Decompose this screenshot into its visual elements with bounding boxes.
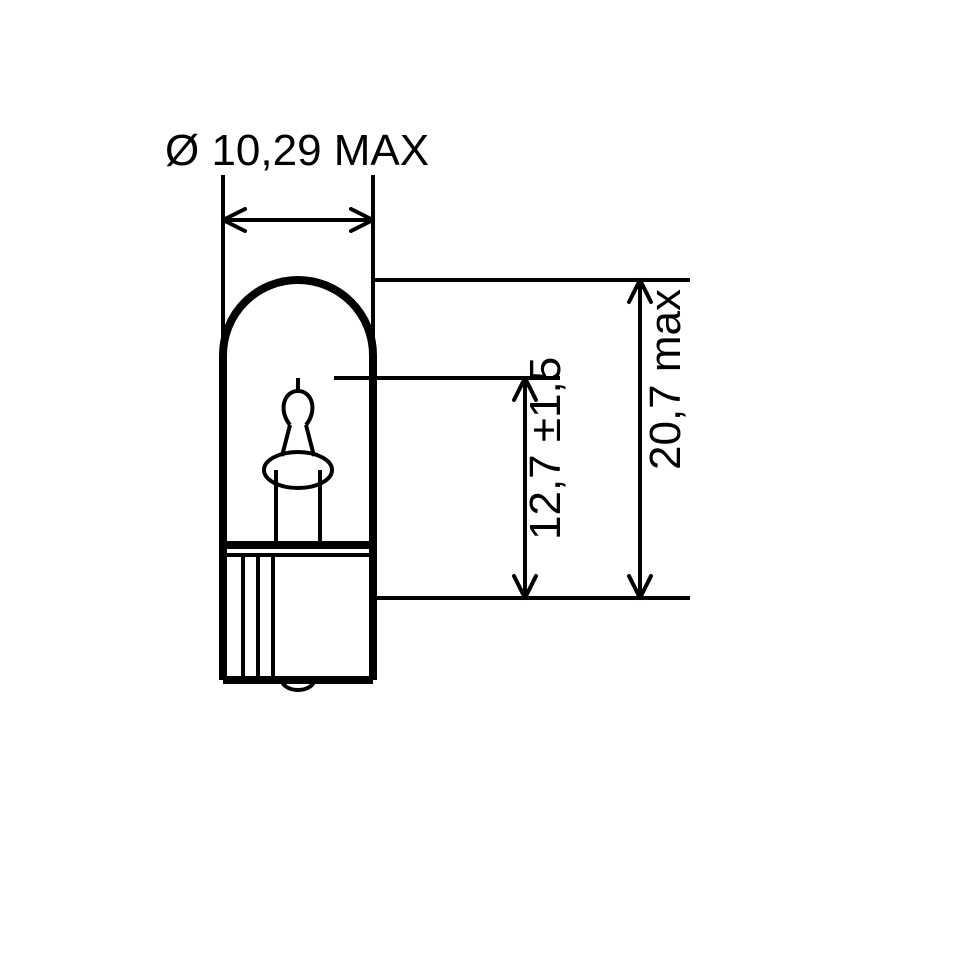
glass-outline [223,280,373,545]
dim-total-label: 20,7 max [641,289,690,470]
dim-filament-label: 12,7 ±1,5 [521,357,570,540]
dim-diameter-label: Ø 10,29 MAX [165,126,429,175]
bulb-technical-drawing: Ø 10,29 MAX 12,7 ±1,5 20,7 max [0,0,960,960]
